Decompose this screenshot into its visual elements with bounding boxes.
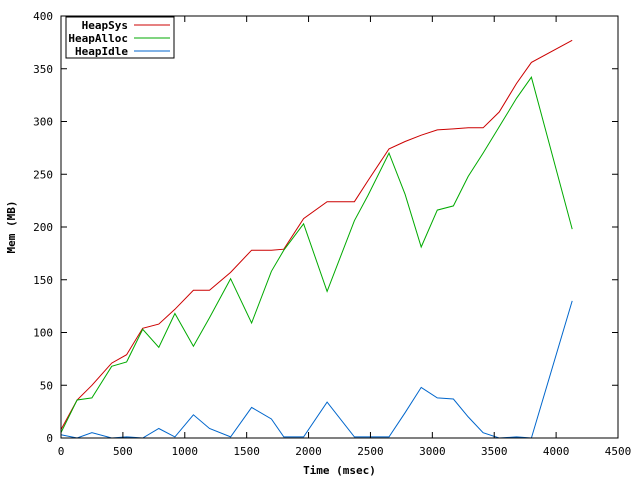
- x-tick-label: 0: [58, 445, 65, 458]
- y-tick-label: 50: [40, 379, 53, 392]
- y-tick-label: 150: [33, 274, 53, 287]
- x-tick-label: 2000: [295, 445, 322, 458]
- x-tick-label: 4500: [605, 445, 632, 458]
- x-tick-label: 3000: [419, 445, 446, 458]
- y-tick-label: 400: [33, 10, 53, 23]
- x-tick-label: 4000: [543, 445, 570, 458]
- x-axis-title: Time (msec): [303, 464, 376, 477]
- legend-label-heapidle: HeapIdle: [75, 45, 128, 58]
- x-tick-label: 2500: [357, 445, 384, 458]
- y-tick-label: 200: [33, 221, 53, 234]
- y-tick-label: 100: [33, 327, 53, 340]
- y-tick-label: 0: [46, 432, 53, 445]
- series-line-heapalloc: [60, 76, 573, 433]
- y-tick-label: 250: [33, 168, 53, 181]
- legend-label-heapsys: HeapSys: [82, 19, 128, 32]
- y-tick-label: 300: [33, 116, 53, 129]
- y-tick-label: 350: [33, 63, 53, 76]
- legend-label-heapalloc: HeapAlloc: [68, 32, 128, 45]
- legend: HeapSys HeapAlloc HeapIdle: [65, 16, 175, 59]
- x-tick-label: 3500: [481, 445, 508, 458]
- y-axis-title: Mem (MB): [5, 201, 18, 254]
- series-line-heapsys: [60, 39, 573, 430]
- x-tick-label: 1500: [233, 445, 260, 458]
- x-tick-label: 1000: [172, 445, 199, 458]
- x-tick-label: 500: [113, 445, 133, 458]
